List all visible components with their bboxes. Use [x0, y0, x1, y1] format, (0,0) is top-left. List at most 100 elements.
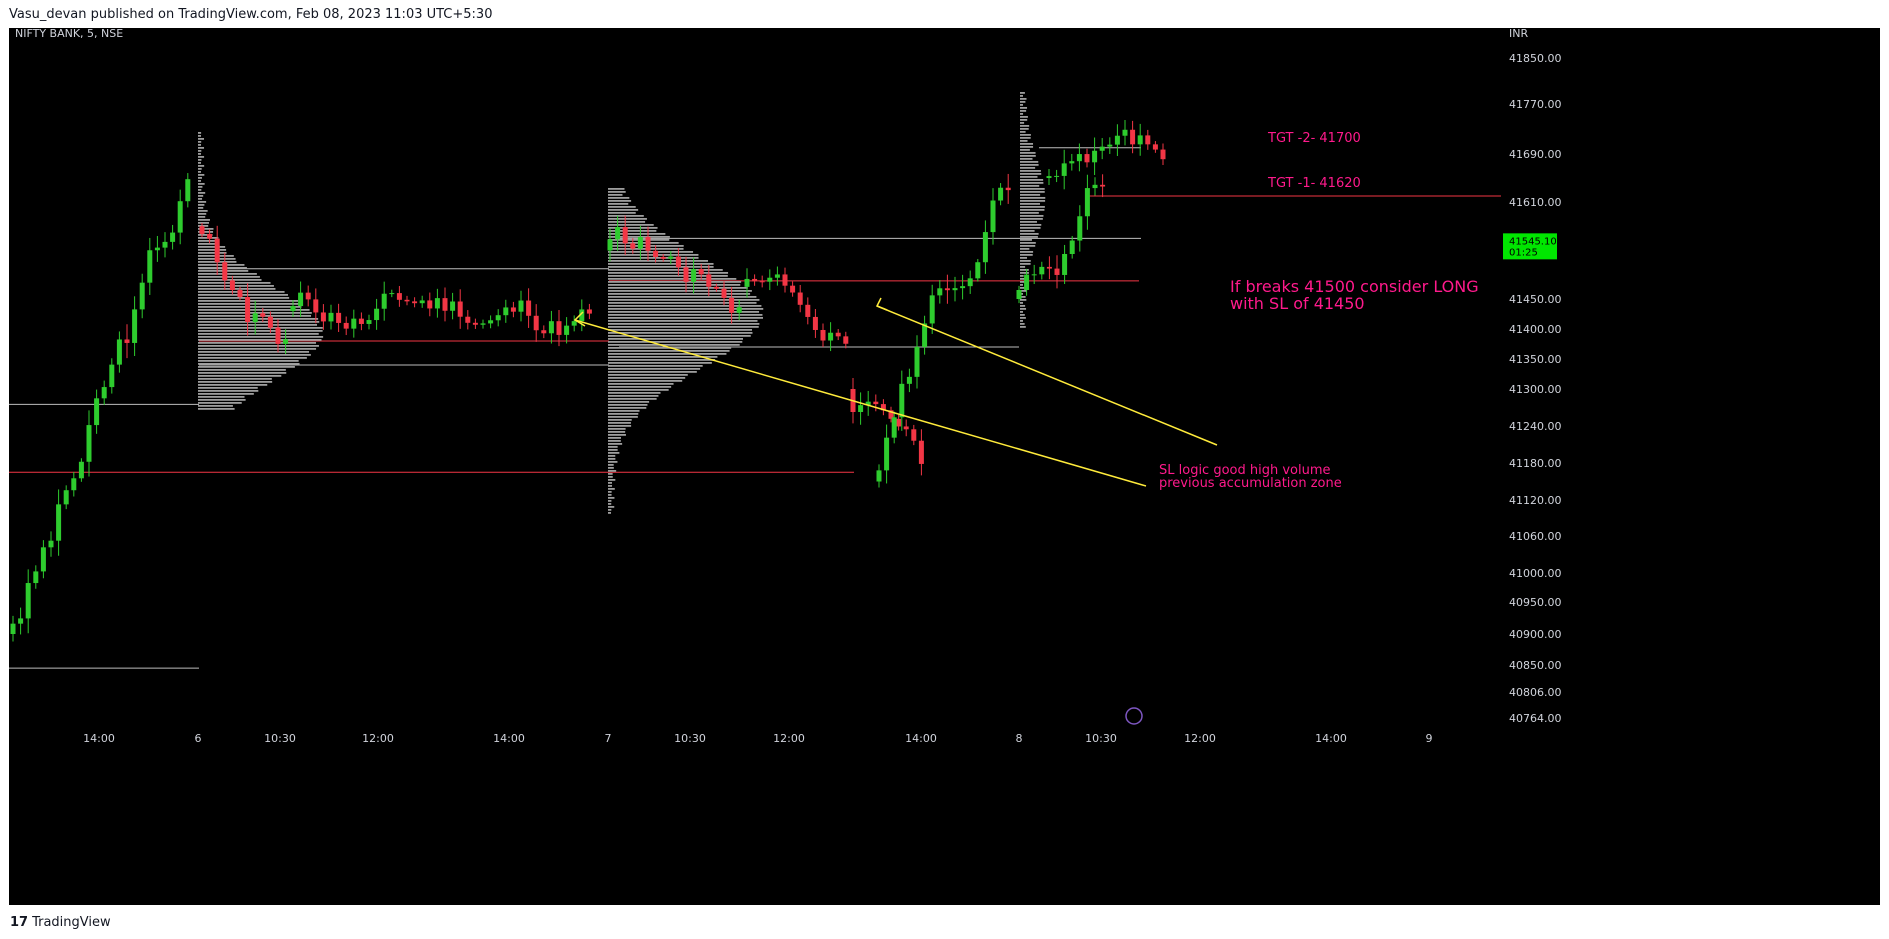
volume-profile-bar — [1020, 200, 1046, 202]
y-tick-label: 41060.00 — [1509, 530, 1562, 543]
y-tick-label: 40806.00 — [1509, 686, 1562, 699]
candle-body — [237, 290, 243, 298]
volume-profile-bar — [198, 345, 319, 347]
volume-profile-bar — [198, 273, 257, 275]
volume-profile-bar — [198, 249, 227, 251]
candle-body — [759, 281, 765, 283]
candle-body — [1077, 216, 1083, 241]
volume-profile-bar — [1020, 263, 1031, 265]
volume-profile-bar — [608, 428, 626, 430]
volume-profile-bar — [198, 153, 201, 155]
candle-body — [434, 298, 440, 309]
volume-profile-bar — [1020, 221, 1037, 223]
candle-body — [465, 316, 471, 323]
candle-body — [358, 318, 364, 324]
chart-svg[interactable]: 41850.00 41770.00 41690.00 41610.00 41450.00… — [9, 28, 1880, 905]
volume-profile-bar — [198, 183, 205, 185]
volume-profile-bar — [608, 500, 612, 502]
volume-profile-bar — [198, 354, 311, 356]
trend-line-lower — [574, 319, 1147, 487]
y-tick-label: 41450.00 — [1509, 293, 1562, 306]
candle-body — [336, 312, 342, 323]
volume-profile-bar — [198, 147, 205, 149]
candle-body — [691, 269, 697, 282]
volume-profile-bar — [198, 381, 273, 383]
volume-profile-bar — [1020, 212, 1039, 214]
candle-body — [1005, 187, 1011, 191]
volume-profile-bar — [608, 404, 648, 406]
volume-profile-bar — [608, 386, 672, 388]
candle-body — [177, 201, 183, 233]
horizontal-levels — [9, 147, 1501, 669]
volume-profile-bar — [608, 398, 657, 400]
x-tick-label: 14:00 — [493, 732, 525, 745]
volume-profile-bar — [608, 359, 716, 361]
volume-profile-bar — [608, 305, 762, 307]
volume-profile-bar — [198, 399, 246, 401]
x-tick-label: 10:30 — [674, 732, 706, 745]
candle-body — [450, 301, 456, 311]
volume-profile-bar — [198, 219, 210, 221]
volume-profile-bar — [198, 135, 201, 137]
volume-profile-bar — [198, 351, 310, 353]
volume-profile-bar — [608, 323, 760, 325]
candle-body — [290, 306, 296, 311]
volume-profile-bar — [608, 494, 612, 496]
volume-profile-bar — [1020, 155, 1036, 157]
candle-body — [873, 401, 879, 405]
candle-body — [922, 323, 928, 347]
x-tick-label: 10:30 — [264, 732, 296, 745]
volume-profile-bar — [608, 362, 712, 364]
volume-profile-bar — [198, 396, 245, 398]
volume-profile-bar — [198, 330, 323, 332]
x-tick-label: 14:00 — [1315, 732, 1347, 745]
trend-lines — [573, 297, 1218, 487]
volume-profile-bar — [608, 263, 714, 265]
volume-profile-bar — [608, 236, 670, 238]
candle-body — [374, 308, 380, 321]
chart-area[interactable]: 41850.00 41770.00 41690.00 41610.00 41450.00… — [9, 28, 1880, 905]
candle-body — [744, 278, 750, 287]
candle-body — [199, 226, 205, 234]
volume-profile-bar — [198, 132, 202, 134]
candle-body — [888, 410, 894, 419]
candle-body — [1137, 135, 1143, 145]
volume-profile-bar — [1020, 260, 1031, 262]
volume-profile-bar — [608, 350, 730, 352]
volume-profile-bar — [198, 393, 254, 395]
candle-body — [139, 282, 145, 310]
candle-body — [526, 300, 532, 316]
volume-profile-bar — [1020, 173, 1042, 175]
candle-body — [548, 321, 554, 334]
candle-body — [86, 425, 92, 462]
candle-body — [10, 623, 16, 634]
volume-profile-bar — [608, 344, 740, 346]
volume-profile-bar — [608, 449, 618, 451]
tradingview-logo[interactable]: 𝟭𝟳 TradingView — [10, 915, 111, 930]
candle-body — [1114, 135, 1120, 145]
volume-profile-bar — [608, 374, 688, 376]
volume-profile-bar — [608, 461, 618, 463]
x-tick-label: 8 — [1016, 732, 1023, 745]
volume-profile-bar — [1020, 152, 1036, 154]
volume-profile-bar — [608, 296, 757, 298]
candle-body — [960, 286, 966, 289]
candle-body — [381, 293, 387, 309]
candle-body — [1062, 254, 1068, 275]
volume-profile-bar — [1020, 170, 1041, 172]
candle-body — [1046, 266, 1052, 269]
candle-body — [71, 478, 77, 491]
candle-body — [884, 437, 890, 471]
volume-profile-bar — [608, 320, 758, 322]
volume-profile-bar — [608, 365, 703, 367]
volume-profile-bar — [608, 218, 647, 220]
attribution-bar: Vasu_devan published on TradingView.com,… — [0, 0, 1889, 28]
volume-profile-bar — [1020, 299, 1027, 301]
candle-body — [706, 274, 712, 287]
volume-profile-bar — [608, 293, 751, 295]
candle-body — [812, 316, 818, 330]
volume-profile-bar — [1020, 182, 1044, 184]
volume-profile-bar — [198, 144, 201, 146]
candle-body — [419, 300, 425, 304]
candle-body — [154, 247, 160, 251]
